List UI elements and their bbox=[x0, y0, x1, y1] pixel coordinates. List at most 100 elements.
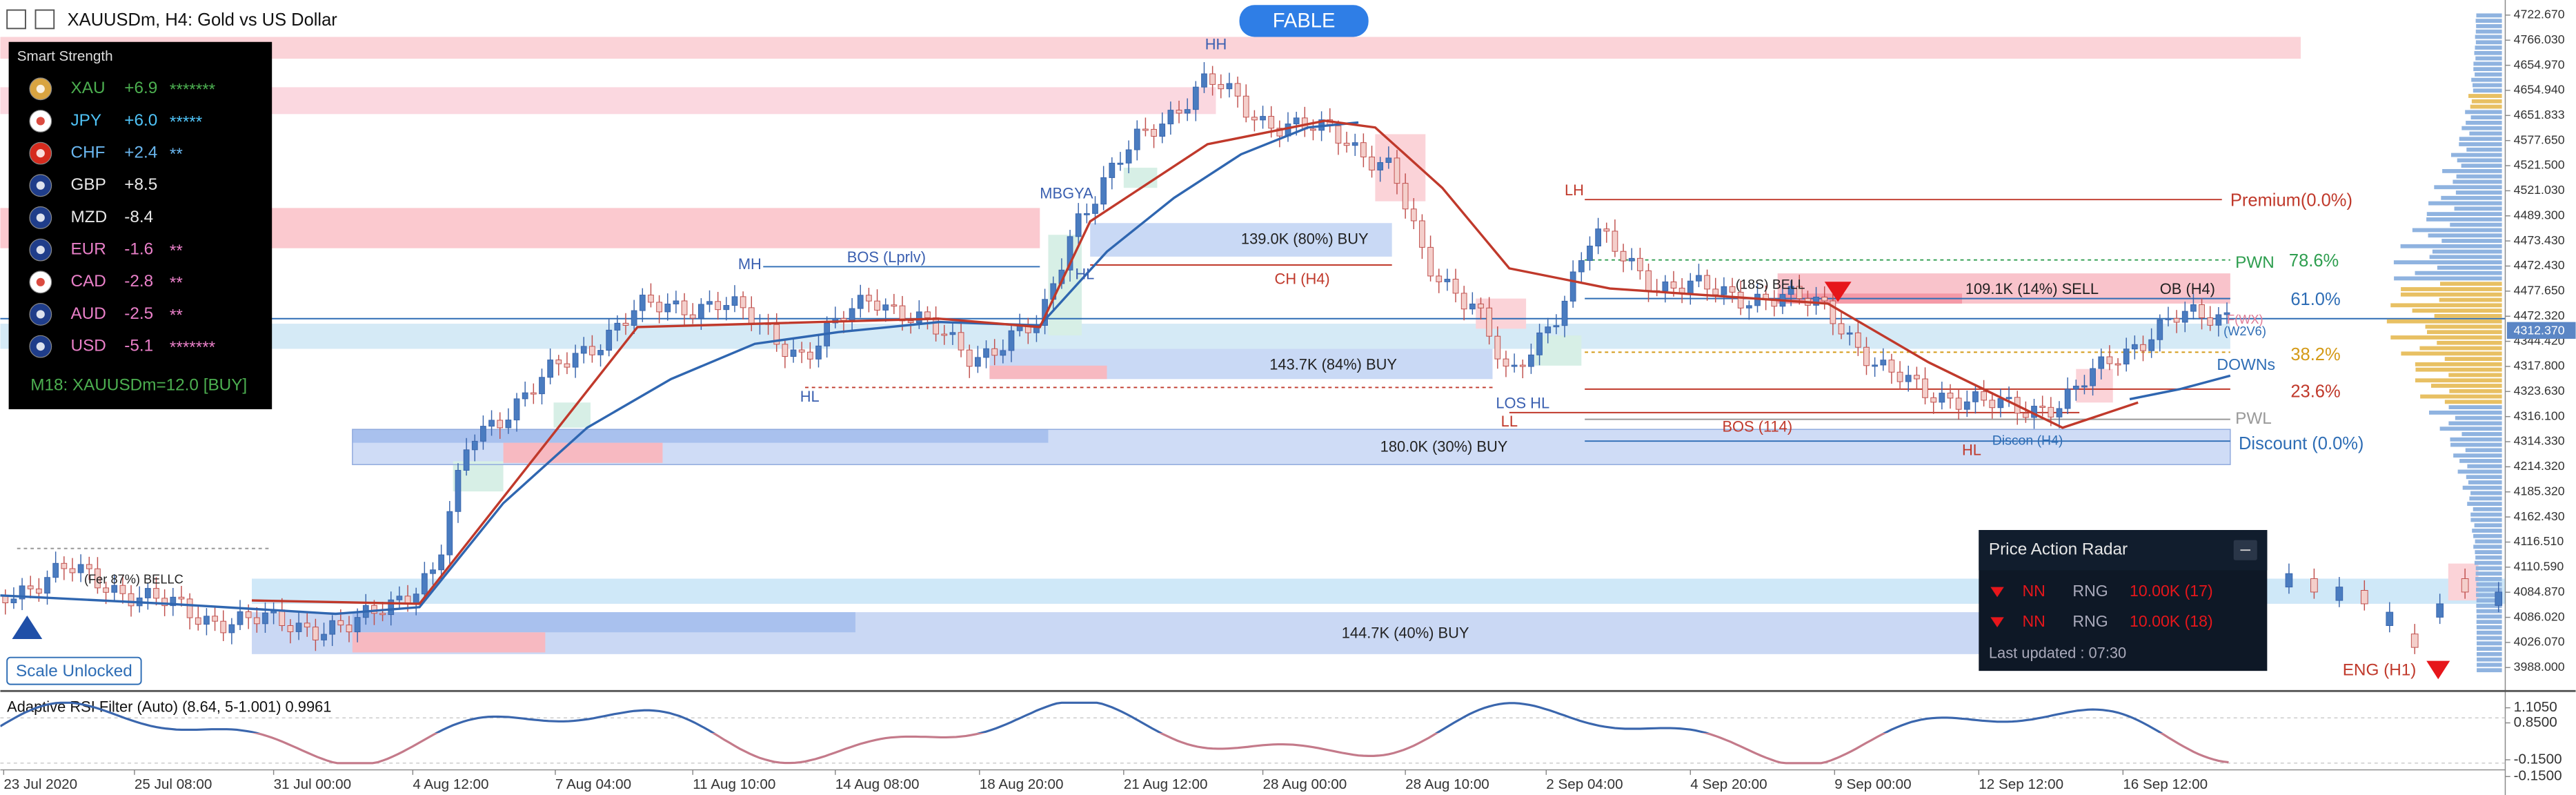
candle-body bbox=[178, 596, 185, 600]
flag-dot bbox=[36, 342, 45, 351]
profile-bar bbox=[2474, 50, 2502, 55]
chart-annotation: LOS HL bbox=[1496, 395, 1549, 412]
profile-bar bbox=[2476, 23, 2502, 28]
profile-bar bbox=[2456, 174, 2502, 179]
chart-annotation: OB (H4) bbox=[2160, 280, 2215, 297]
candle-body bbox=[806, 351, 813, 360]
candle-body bbox=[262, 612, 268, 625]
radar-cell: 10.00K (18) bbox=[2130, 612, 2213, 630]
profile-bar bbox=[2457, 158, 2502, 163]
profile-bar bbox=[2425, 324, 2502, 329]
candle-body bbox=[1896, 371, 1903, 382]
candle-body bbox=[2131, 344, 2138, 350]
candle-body bbox=[1503, 358, 1509, 367]
candle-body bbox=[438, 554, 445, 571]
candle-body bbox=[1930, 397, 1937, 403]
profile-bar bbox=[2430, 384, 2502, 388]
candle-body bbox=[1092, 204, 1098, 214]
candle-body bbox=[1561, 300, 1568, 326]
candle-body bbox=[2215, 314, 2222, 326]
date-label: 9 Sep 00:00 bbox=[1834, 776, 1911, 792]
price-label: 4162.430 bbox=[2514, 509, 2565, 523]
ma-red bbox=[251, 119, 2139, 605]
candle-body bbox=[2148, 339, 2155, 351]
candle-body bbox=[522, 392, 528, 400]
ma-blue bbox=[0, 121, 1359, 616]
fable-badge[interactable] bbox=[1239, 5, 1369, 37]
zone bbox=[0, 324, 2230, 349]
profile-bar bbox=[2476, 587, 2502, 592]
zone bbox=[352, 612, 855, 633]
profile-bar bbox=[2462, 485, 2502, 490]
profile-bar bbox=[2475, 56, 2502, 61]
profile-bar bbox=[2428, 201, 2502, 206]
profile-bar bbox=[2476, 609, 2502, 614]
candle-body bbox=[1854, 332, 1861, 348]
strength-stars: ** bbox=[170, 306, 183, 324]
currency-code: USD bbox=[71, 337, 106, 355]
strength-value: -2.8 bbox=[124, 272, 153, 291]
candle-body bbox=[1226, 83, 1233, 90]
candle-body bbox=[2386, 611, 2394, 627]
profile-bar bbox=[2472, 529, 2502, 533]
price-zone-outline bbox=[352, 429, 2231, 465]
candle-body bbox=[1787, 286, 1794, 295]
candle-body bbox=[329, 620, 336, 635]
profile-bar bbox=[2475, 40, 2502, 45]
price-label: 4084.870 bbox=[2514, 585, 2565, 598]
candle-body bbox=[1419, 220, 1425, 248]
candle-body bbox=[564, 363, 571, 368]
profile-bar bbox=[2477, 647, 2502, 651]
profile-bar bbox=[2461, 432, 2502, 436]
candle-body bbox=[2335, 587, 2344, 601]
indicator-title: Adaptive RSI Filter (Auto) (8.64, 5-1.00… bbox=[7, 698, 331, 715]
candle-body bbox=[2165, 317, 2172, 320]
chart-annotation: HL bbox=[1075, 265, 1094, 282]
scale-button[interactable] bbox=[6, 656, 142, 685]
candle-body bbox=[2072, 385, 2079, 390]
price-label: 4521.500 bbox=[2514, 158, 2565, 172]
candle-body bbox=[1519, 364, 1526, 367]
profile-bar bbox=[2473, 88, 2502, 93]
candle-body bbox=[673, 300, 680, 304]
flag-dot bbox=[36, 310, 45, 319]
profile-bar bbox=[2440, 282, 2502, 286]
zone bbox=[989, 365, 1107, 380]
candle-body bbox=[1821, 297, 1828, 302]
candle-body bbox=[1670, 281, 1677, 289]
chart-annotation: HH bbox=[1205, 35, 1227, 52]
candle-body bbox=[1628, 257, 1635, 262]
candle-body bbox=[455, 470, 462, 512]
candle-body bbox=[815, 345, 822, 360]
candle-body bbox=[1268, 116, 1275, 129]
candle-body bbox=[1637, 257, 1643, 271]
candle-body bbox=[740, 296, 746, 308]
indicator-axis-label: -0.1500 bbox=[2514, 751, 2562, 767]
profile-bar bbox=[2476, 598, 2502, 602]
profile-bar bbox=[2465, 110, 2502, 115]
chart-annotation: 180.0K (30%) BUY bbox=[1380, 438, 1508, 455]
date-label: 4 Aug 12:00 bbox=[413, 776, 488, 792]
profile-bar bbox=[2475, 571, 2502, 576]
price-label: 4477.650 bbox=[2514, 284, 2565, 297]
profile-bar bbox=[2466, 120, 2502, 125]
profile-bar bbox=[2476, 582, 2502, 587]
candle-body bbox=[2081, 385, 2088, 388]
profile-bar bbox=[2450, 442, 2502, 447]
strength-value: +8.5 bbox=[124, 175, 157, 194]
candle-body bbox=[253, 617, 260, 625]
profile-bar bbox=[2475, 29, 2502, 34]
profile-bar bbox=[2466, 475, 2502, 480]
candle-body bbox=[1704, 275, 1710, 290]
profile-bar bbox=[2390, 335, 2502, 340]
price-label: 4577.650 bbox=[2514, 132, 2565, 146]
candle-body bbox=[530, 392, 537, 395]
profile-bar bbox=[2437, 265, 2502, 270]
candle-body bbox=[2207, 317, 2214, 326]
price-label: 4654.940 bbox=[2514, 83, 2565, 97]
candle-body bbox=[245, 611, 252, 618]
candle-body bbox=[1905, 375, 1912, 382]
profile-bar bbox=[2476, 651, 2502, 656]
strength-value: -8.4 bbox=[124, 208, 153, 226]
candle-body bbox=[1360, 142, 1367, 157]
